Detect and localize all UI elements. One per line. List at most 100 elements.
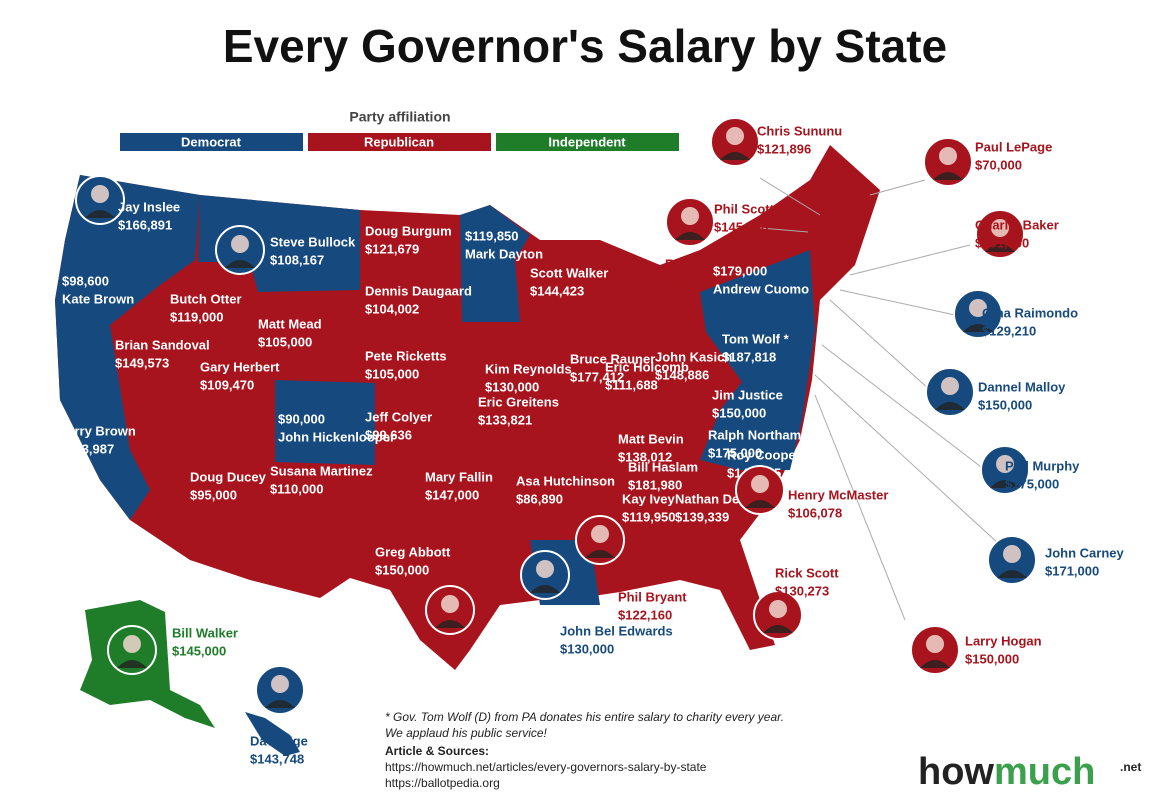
governor-name: Gary Herbert xyxy=(200,359,280,374)
portrait-body xyxy=(985,244,1015,252)
governor-name: John Carney xyxy=(1045,545,1125,560)
governor-name: Matt Mead xyxy=(258,316,322,331)
governor-name: John Kasich xyxy=(655,349,732,364)
portrait-head xyxy=(751,475,769,493)
logo-part: how xyxy=(918,751,994,793)
governor-name: Kim Reynolds xyxy=(485,361,572,376)
governor-salary: $171,000 xyxy=(1045,563,1099,578)
governor-name: Chris Sununu xyxy=(757,123,842,138)
title: Every Governor's Salary by State xyxy=(223,20,947,72)
governor-name: Nathan Deal xyxy=(675,491,750,506)
governor-salary: $150,000 xyxy=(375,562,429,577)
governor-name: Scott Walker xyxy=(530,265,608,280)
governor-name: Kate Brown xyxy=(62,291,134,306)
governor-salary: $148,886 xyxy=(655,367,709,382)
portrait-body xyxy=(935,402,965,410)
portrait-head xyxy=(926,635,944,653)
portrait-body xyxy=(435,620,465,628)
governor-name: Greg Abbott xyxy=(375,544,451,559)
leader-lines xyxy=(759,177,1001,621)
portrait-head xyxy=(941,377,959,395)
governor-salary: $150,000 xyxy=(978,397,1032,412)
governor-salary: $143,748 xyxy=(250,751,304,766)
governor-salary: $121,679 xyxy=(365,241,419,256)
portrait-body xyxy=(585,550,615,558)
portrait-body xyxy=(933,172,963,180)
governor-name: Bill Walker xyxy=(172,625,238,640)
portrait-body xyxy=(990,480,1020,488)
portrait-head xyxy=(591,525,609,543)
portrait-head xyxy=(991,219,1009,237)
portrait-body xyxy=(997,570,1027,578)
governor-name: Jeff Colyer xyxy=(365,409,432,424)
governor-salary: $173,987 xyxy=(60,441,114,456)
governor-salary: $145,000 xyxy=(172,643,226,658)
portrait-body xyxy=(963,324,993,332)
governor-salary: $111,688 xyxy=(605,377,658,392)
governor-salary: $99,636 xyxy=(365,427,412,442)
portrait-head xyxy=(1003,545,1021,563)
legend: Democrat Republican Independent xyxy=(120,133,679,151)
governor-name: Asa Hutchinson xyxy=(516,473,615,488)
governor-name: Tom Wolf * xyxy=(722,331,790,346)
governor-salary: $177,412 xyxy=(570,369,624,384)
legend-swatch xyxy=(308,133,491,151)
governor-name: Steve Bullock xyxy=(270,234,356,249)
governor-salary: $175,000 xyxy=(708,445,762,460)
portrait-head xyxy=(969,299,987,317)
governor-name: Phil Murphy xyxy=(1005,458,1080,473)
governor-name: Jim Justice xyxy=(712,387,783,402)
governor-salary: $119,850 xyxy=(465,228,519,243)
governor-name: Brian Sandoval xyxy=(115,337,210,352)
governor-salary: $98,600 xyxy=(62,273,109,288)
governor-name: Eric Greitens xyxy=(478,394,559,409)
governor-salary: $166,891 xyxy=(118,217,172,232)
governor-salary: $181,980 xyxy=(628,477,682,492)
portrait-head xyxy=(769,600,787,618)
governor-salary: $130,000 xyxy=(560,641,614,656)
governor-name: Susana Martinez xyxy=(270,463,373,478)
governor-name: Eric Holcomb xyxy=(605,359,689,374)
portrait-head xyxy=(123,635,141,653)
portrait-head xyxy=(939,147,957,165)
logo-part: much xyxy=(994,751,1095,793)
governor-salary: $139,339 xyxy=(675,509,729,524)
portrait-head xyxy=(536,560,554,578)
governor-name: Matt Bevin xyxy=(618,431,684,446)
governor-name: Kay Ivey xyxy=(622,491,676,506)
governor-salary: $130,273 xyxy=(775,583,829,598)
portrait-body xyxy=(117,660,147,668)
legend-label: Republican xyxy=(364,134,434,149)
portrait-body xyxy=(763,625,793,633)
portrait-body xyxy=(745,500,775,508)
governor-salary: $179,000 xyxy=(713,263,767,278)
logo: howmuch xyxy=(918,751,1095,793)
portrait-head xyxy=(231,235,249,253)
governor-salary: $130,000 xyxy=(485,379,539,394)
governor-salary: $90,000 xyxy=(278,411,325,426)
governor-salary: $150,000 xyxy=(965,651,1019,666)
governor-name: Andrew Cuomo xyxy=(713,281,809,296)
governor-name: Dennis Daugaard xyxy=(365,283,472,298)
governor-salary: $95,000 xyxy=(190,487,237,502)
legend-label: Independent xyxy=(548,134,626,149)
governor-salary: $106,078 xyxy=(788,505,842,520)
governor-name: Larry Hogan xyxy=(965,633,1042,648)
governor-name: Charlie Baker xyxy=(975,217,1059,232)
governor-salary: $119,000 xyxy=(170,309,224,324)
governor-salary: $109,470 xyxy=(200,377,254,392)
governor-name: David Ige xyxy=(250,733,308,748)
governor-name: Doug Burgum xyxy=(365,223,452,238)
legend-label: Democrat xyxy=(181,134,242,149)
portrait-body xyxy=(675,232,705,240)
governor-salary: $70,000 xyxy=(975,157,1022,172)
governor-salary: $138,012 xyxy=(618,449,672,464)
governor-salary: $133,821 xyxy=(478,412,532,427)
legend-swatch xyxy=(120,133,303,151)
governor-name: Roy Cooper xyxy=(727,447,801,462)
logo-suffix: .net xyxy=(1120,760,1141,774)
governor-salary: $159,300 xyxy=(665,274,719,289)
governor-salary: $122,160 xyxy=(618,607,672,622)
portrait-body xyxy=(265,700,295,708)
governor-name: Mark Dayton xyxy=(465,246,543,261)
